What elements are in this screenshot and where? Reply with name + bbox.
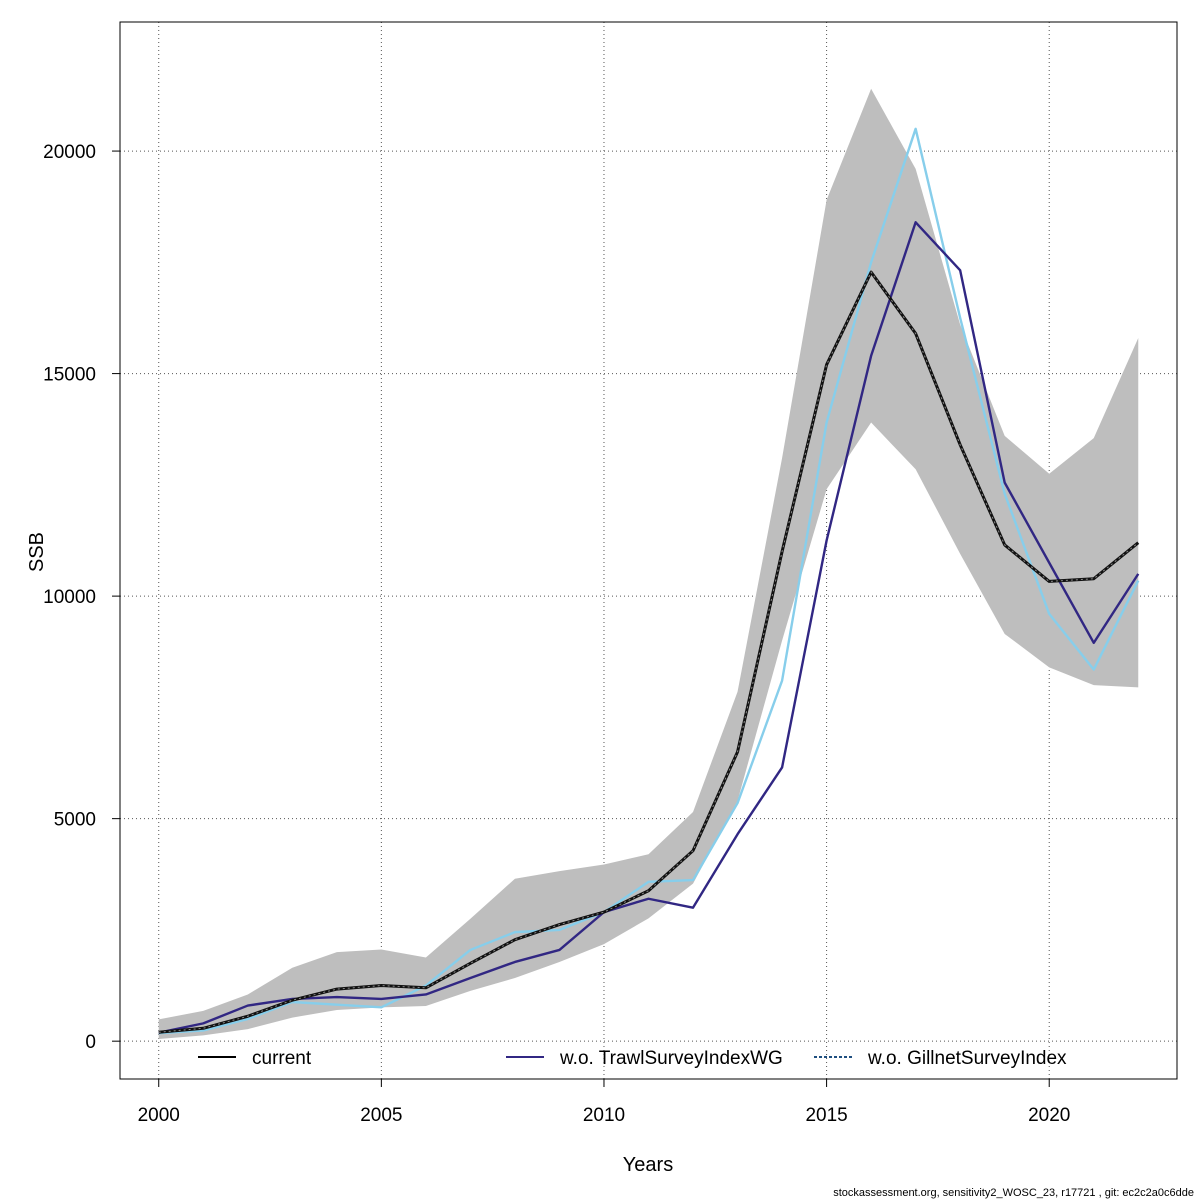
x-tick-label: 2015 (805, 1105, 847, 1126)
y-axis: 0 5000 10000 15000 20000 (43, 142, 120, 1053)
legend-label-trawl: w.o. TrawlSurveyIndexWG (559, 1048, 783, 1069)
series-lines (158, 127, 1140, 1035)
x-tick-label: 2005 (360, 1105, 402, 1126)
x-axis: 2000 2005 2010 2015 2020 (138, 1079, 1070, 1126)
legend: current w.o. TrawlSurveyIndexWG w.o. Gil… (198, 1048, 1067, 1069)
x-axis-title: Years (623, 1154, 673, 1176)
series-line-w-o-trawlsurveyindexwg (158, 221, 1140, 1034)
x-tick-label: 2010 (583, 1105, 625, 1126)
plot-frame (119, 21, 1178, 1080)
confidence-band (158, 88, 1139, 1039)
y-tick-label: 20000 (43, 142, 96, 163)
y-tick-label: 10000 (43, 587, 96, 608)
series-line-w-o-gillnetsurveyindex (158, 127, 1140, 1035)
y-axis-title: SSB (26, 532, 48, 572)
y-tick-label: 5000 (54, 810, 96, 831)
legend-label-gillnet: w.o. GillnetSurveyIndex (867, 1048, 1067, 1069)
x-tick-label: 2000 (138, 1105, 180, 1126)
x-tick-label: 2020 (1028, 1105, 1070, 1126)
series-line-current (158, 270, 1140, 1034)
y-tick-label: 15000 (43, 365, 96, 386)
y-tick-label: 0 (85, 1032, 96, 1053)
confidence-band-group (158, 88, 1139, 1039)
legend-label-current: current (252, 1048, 312, 1069)
footer-note: stockassessment.org, sensitivity2_WOSC_2… (833, 1187, 1194, 1199)
